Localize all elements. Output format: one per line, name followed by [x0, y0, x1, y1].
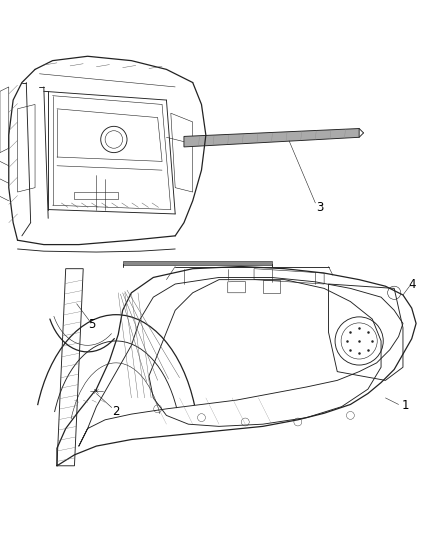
Text: 2: 2 [112, 405, 120, 417]
Polygon shape [123, 261, 272, 265]
Text: 3: 3 [316, 201, 323, 214]
Text: 4: 4 [409, 278, 417, 290]
Polygon shape [184, 128, 359, 147]
Text: 1: 1 [401, 399, 409, 413]
Text: 5: 5 [88, 318, 95, 331]
